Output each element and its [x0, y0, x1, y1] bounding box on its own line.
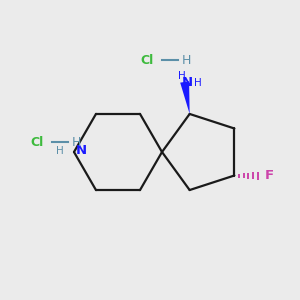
Text: H: H — [56, 146, 64, 156]
Text: Cl: Cl — [30, 136, 43, 148]
Text: N: N — [182, 76, 193, 89]
Text: F: F — [265, 169, 274, 182]
Polygon shape — [180, 81, 190, 114]
Text: H: H — [178, 71, 185, 81]
Text: N: N — [76, 145, 87, 158]
Text: H: H — [194, 78, 202, 88]
Text: H: H — [182, 53, 191, 67]
Text: H: H — [72, 136, 81, 148]
Text: Cl: Cl — [140, 53, 153, 67]
